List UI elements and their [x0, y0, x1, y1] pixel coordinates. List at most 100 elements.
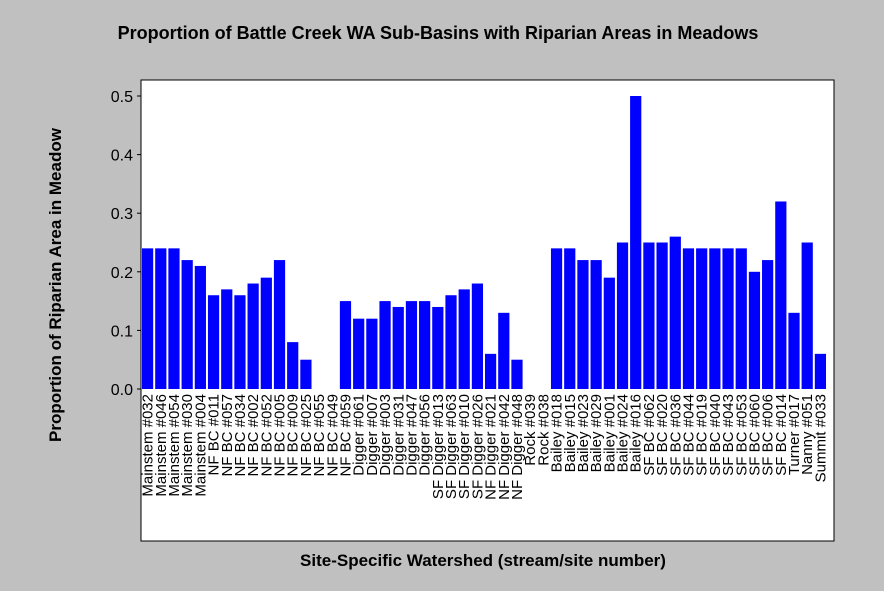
bar [656, 242, 668, 389]
bar [379, 301, 391, 389]
bar [458, 289, 470, 389]
bar [260, 277, 272, 389]
bar [392, 306, 404, 389]
bar [564, 248, 576, 389]
x-tick-label: SF BC #019 [694, 394, 711, 476]
y-tick-label: 0.1 [111, 323, 133, 340]
x-tick-label: NF BC #059 [337, 394, 354, 477]
bar [339, 301, 352, 389]
bar [300, 359, 312, 389]
bar [419, 301, 431, 389]
x-tick-label: Turner #017 [786, 394, 803, 475]
x-tick-label: NF BC #005 [272, 394, 289, 477]
bar [287, 342, 299, 389]
bar [273, 260, 286, 389]
x-tick-label: Bailey #001 [601, 394, 618, 472]
bar [353, 318, 365, 389]
x-tick-label: Bailey #018 [549, 394, 566, 472]
bar [405, 301, 418, 389]
x-tick-label: Digger #056 [417, 394, 434, 476]
x-tick-label: NF Digger #042 [496, 394, 513, 500]
x-tick-label: Mainstem #032 [140, 394, 157, 497]
bar [577, 260, 589, 389]
bar [762, 260, 774, 389]
x-tick-label: SF BC #053 [733, 394, 750, 476]
bar [603, 277, 615, 389]
bar [590, 260, 602, 389]
x-tick-label: Mainstem #046 [153, 394, 170, 497]
bar [643, 242, 655, 389]
bar [445, 295, 457, 389]
x-tick-label: SF BC #036 [667, 394, 684, 476]
bar [366, 318, 378, 389]
y-tick-label: 0.4 [111, 148, 133, 165]
bar [682, 248, 695, 389]
bar [168, 248, 180, 389]
bar [775, 201, 787, 389]
bar [234, 295, 246, 389]
bar [194, 265, 206, 389]
x-tick-label: NF BC #052 [258, 394, 275, 477]
x-tick-label: NF BC #057 [219, 394, 236, 477]
bar [207, 295, 220, 389]
x-tick-label: Bailey #024 [615, 394, 632, 472]
x-tick-label: SF BC #040 [707, 394, 724, 476]
bar [141, 248, 154, 389]
x-tick-label: SF BC #006 [760, 394, 777, 476]
bar [735, 248, 747, 389]
bar [181, 260, 193, 389]
x-tick-label: NF BC #034 [232, 394, 249, 477]
bar [788, 312, 800, 389]
bar [221, 289, 233, 389]
x-tick-label: Bailey #015 [562, 394, 579, 472]
x-tick-label: NF BC #025 [298, 394, 315, 477]
x-tick-label: Nanny #051 [799, 394, 816, 475]
x-tick-label: Digger #061 [351, 394, 368, 476]
y-axis-title: Proportion of Riparian Area in Meadow [46, 128, 65, 442]
y-tick-label: 0.5 [111, 89, 133, 106]
bar [550, 248, 563, 389]
x-tick-label: NF BC #055 [311, 394, 328, 477]
bar [801, 242, 813, 389]
bar [814, 353, 827, 389]
x-tick-label: SF Digger #063 [443, 394, 460, 499]
chart-title: Proportion of Battle Creek WA Sub-Basins… [117, 23, 759, 43]
x-tick-label: SF Digger #026 [469, 394, 486, 499]
x-tick-label: Bailey #016 [628, 394, 645, 472]
x-tick-label: Summit #033 [812, 394, 829, 482]
bar [155, 248, 167, 389]
bar [748, 271, 761, 389]
x-tick-label: SF BC #062 [641, 394, 658, 476]
y-tick-label: 0.3 [111, 206, 133, 223]
bar [696, 248, 708, 389]
x-tick-label: NF BC #002 [245, 394, 262, 477]
x-tick-label: NF BC #009 [285, 394, 302, 477]
x-tick-label: Mainstem #004 [192, 394, 209, 497]
x-tick-label: SF BC #043 [720, 394, 737, 476]
x-tick-label: SF BC #044 [680, 394, 697, 476]
bar [247, 283, 259, 389]
x-tick-label: SF Digger #013 [430, 394, 447, 499]
bar [498, 312, 510, 389]
bar [722, 248, 734, 389]
x-tick-label: Mainstem #030 [179, 394, 196, 497]
bar [709, 248, 721, 389]
bar [669, 236, 681, 389]
x-tick-label: SF Digger #010 [456, 394, 473, 499]
x-tick-label: Rock #039 [522, 394, 539, 466]
x-tick-label: Bailey #023 [575, 394, 592, 472]
x-tick-label: Digger #007 [364, 394, 381, 476]
bar [511, 359, 523, 389]
x-axis-title: Site-Specific Watershed (stream/site num… [300, 551, 666, 570]
y-tick-label: 0.0 [111, 382, 133, 399]
bar [432, 306, 444, 389]
x-tick-label: NF BC #049 [324, 394, 341, 477]
x-tick-label: Rock #038 [535, 394, 552, 466]
y-axis: 0.0 0.1 0.2 0.3 0.4 0.5 [111, 89, 141, 399]
bar [616, 242, 629, 389]
bar [471, 283, 484, 389]
x-tick-label: SF BC #020 [654, 394, 671, 476]
x-tick-label: Bailey #029 [588, 394, 605, 472]
